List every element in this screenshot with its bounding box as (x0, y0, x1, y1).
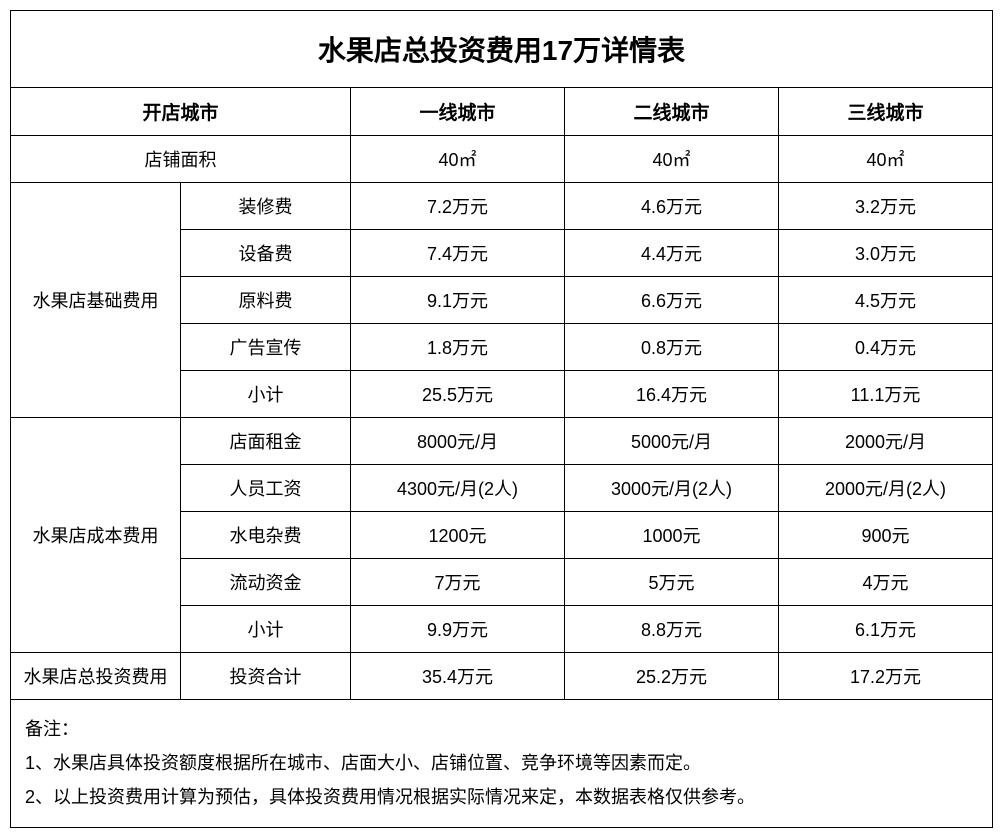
title-row: 水果店总投资费用17万详情表 (11, 11, 993, 88)
cell-value: 900元 (779, 512, 993, 559)
notes-heading: 备注： (25, 712, 978, 746)
cost-group-label: 水果店成本费用 (11, 418, 181, 653)
cell-value: 4.6万元 (565, 183, 779, 230)
cell-value: 1200元 (351, 512, 565, 559)
cell-value: 9.1万元 (351, 277, 565, 324)
col-tier2: 二线城市 (565, 88, 779, 136)
row-label: 小计 (181, 606, 351, 653)
notes-row: 备注： 1、水果店具体投资额度根据所在城市、店面大小、店铺位置、竞争环境等因素而… (11, 700, 993, 828)
table-row: 水果店基础费用 装修费 7.2万元 4.6万元 3.2万元 (11, 183, 993, 230)
area-tier1: 40㎡ (351, 136, 565, 183)
row-label: 流动资金 (181, 559, 351, 606)
cell-value: 4.4万元 (565, 230, 779, 277)
investment-table: 水果店总投资费用17万详情表 开店城市 一线城市 二线城市 三线城市 店铺面积 … (10, 10, 993, 828)
cell-value: 8.8万元 (565, 606, 779, 653)
row-label: 店面租金 (181, 418, 351, 465)
cell-value: 25.5万元 (351, 371, 565, 418)
row-label: 广告宣传 (181, 324, 351, 371)
cell-value: 3.2万元 (779, 183, 993, 230)
area-tier2: 40㎡ (565, 136, 779, 183)
cell-value: 6.1万元 (779, 606, 993, 653)
row-label: 设备费 (181, 230, 351, 277)
cell-value: 8000元/月 (351, 418, 565, 465)
cell-value: 2000元/月(2人) (779, 465, 993, 512)
cell-value: 4300元/月(2人) (351, 465, 565, 512)
area-row: 店铺面积 40㎡ 40㎡ 40㎡ (11, 136, 993, 183)
row-label: 水电杂费 (181, 512, 351, 559)
total-tier3: 17.2万元 (779, 653, 993, 700)
total-label: 投资合计 (181, 653, 351, 700)
notes-cell: 备注： 1、水果店具体投资额度根据所在城市、店面大小、店铺位置、竞争环境等因素而… (11, 700, 993, 828)
total-group-label: 水果店总投资费用 (11, 653, 181, 700)
cell-value: 2000元/月 (779, 418, 993, 465)
cell-value: 16.4万元 (565, 371, 779, 418)
table-title: 水果店总投资费用17万详情表 (11, 11, 993, 88)
basic-group-label: 水果店基础费用 (11, 183, 181, 418)
row-label: 原料费 (181, 277, 351, 324)
cell-value: 7.4万元 (351, 230, 565, 277)
cell-value: 4万元 (779, 559, 993, 606)
notes-line-1: 1、水果店具体投资额度根据所在城市、店面大小、店铺位置、竞争环境等因素而定。 (25, 746, 978, 780)
col-tier1: 一线城市 (351, 88, 565, 136)
total-row: 水果店总投资费用 投资合计 35.4万元 25.2万元 17.2万元 (11, 653, 993, 700)
cell-value: 5万元 (565, 559, 779, 606)
notes-line-2: 2、以上投资费用计算为预估，具体投资费用情况根据实际情况来定，本数据表格仅供参考… (25, 780, 978, 814)
area-label: 店铺面积 (11, 136, 351, 183)
cell-value: 0.8万元 (565, 324, 779, 371)
cell-value: 11.1万元 (779, 371, 993, 418)
investment-table-wrapper: 水果店总投资费用17万详情表 开店城市 一线城市 二线城市 三线城市 店铺面积 … (10, 10, 991, 828)
area-tier3: 40㎡ (779, 136, 993, 183)
cell-value: 0.4万元 (779, 324, 993, 371)
row-label: 人员工资 (181, 465, 351, 512)
col-city-label: 开店城市 (11, 88, 351, 136)
row-label: 小计 (181, 371, 351, 418)
cell-value: 3000元/月(2人) (565, 465, 779, 512)
cell-value: 7.2万元 (351, 183, 565, 230)
col-tier3: 三线城市 (779, 88, 993, 136)
row-label: 装修费 (181, 183, 351, 230)
total-tier1: 35.4万元 (351, 653, 565, 700)
cell-value: 4.5万元 (779, 277, 993, 324)
cell-value: 1000元 (565, 512, 779, 559)
cell-value: 6.6万元 (565, 277, 779, 324)
cell-value: 1.8万元 (351, 324, 565, 371)
header-row: 开店城市 一线城市 二线城市 三线城市 (11, 88, 993, 136)
cell-value: 3.0万元 (779, 230, 993, 277)
total-tier2: 25.2万元 (565, 653, 779, 700)
cell-value: 9.9万元 (351, 606, 565, 653)
cell-value: 5000元/月 (565, 418, 779, 465)
table-row: 水果店成本费用 店面租金 8000元/月 5000元/月 2000元/月 (11, 418, 993, 465)
cell-value: 7万元 (351, 559, 565, 606)
